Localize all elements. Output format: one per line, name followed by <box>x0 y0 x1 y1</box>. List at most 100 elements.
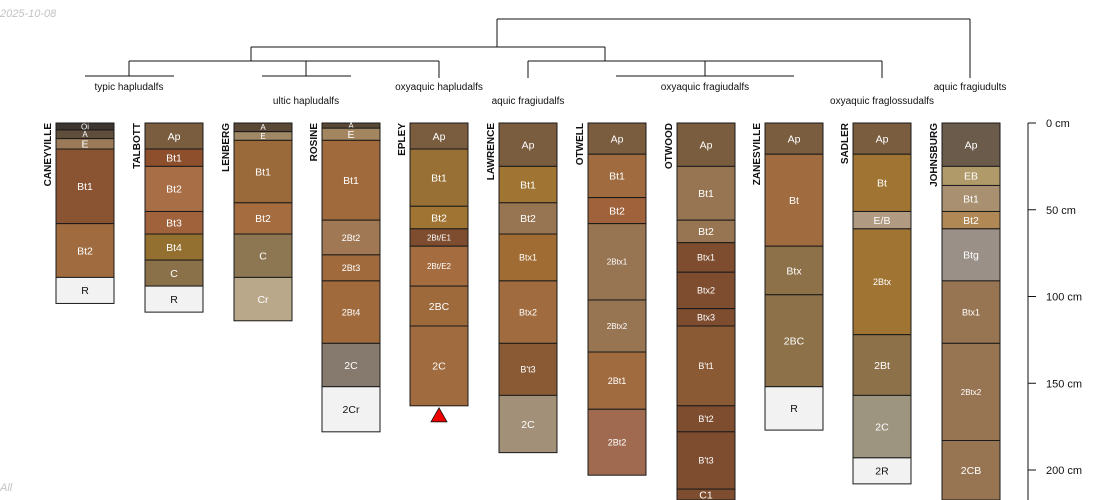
horizon-label: A <box>260 123 266 132</box>
date-stamp: 2025-10-08 <box>0 8 57 20</box>
horizon-label: Bt <box>789 195 799 207</box>
horizon-block <box>587 122 647 155</box>
horizon-block <box>321 139 381 221</box>
horizon-label: Bt2 <box>520 213 536 225</box>
horizon-otwood-btx2: Btx2 <box>676 271 736 310</box>
horizon-sadler-ap: Ap <box>852 122 912 155</box>
horizon-label: Btx2 <box>697 286 715 296</box>
horizon-rosine-e: E <box>321 127 381 141</box>
profile-otwood: Ap Bt1 Bt2 Btx1 Btx2 Btx3 B't1 B't2 B't3 C1 OTWOOD <box>664 122 736 500</box>
horizon-block <box>144 122 204 150</box>
horizon-epley-2bt-e1: 2Bt/E1 <box>409 228 469 247</box>
horizon-lenberg-bt2: Bt2 <box>233 202 293 235</box>
horizon-label: Bt <box>877 178 887 190</box>
depth-tick-label: 150 cm <box>1046 378 1082 390</box>
horizon-lenberg-e: E <box>233 131 293 141</box>
horizon-label: Ap <box>788 133 801 145</box>
horizon-label: EB <box>964 171 978 183</box>
horizon-label: 2C <box>344 360 358 372</box>
horizon-label: Bt2 <box>698 226 714 238</box>
horizon-rosine-2bt2: 2Bt2 <box>321 219 381 256</box>
horizon-label: Bt1 <box>77 181 93 193</box>
horizon-label: 2BC <box>429 301 450 313</box>
horizon-otwell-2bt2: 2Bt2 <box>587 408 647 476</box>
horizon-otwood-ap: Ap <box>676 122 736 167</box>
horizon-label: 2BC <box>784 336 805 348</box>
horizon-block <box>55 276 115 304</box>
dendrogram <box>85 18 971 78</box>
horizon-block <box>676 325 736 407</box>
horizon-block <box>852 334 912 396</box>
taxa-labels: typic hapludalfs ultic hapludalfs oxyaquic… <box>95 82 1007 107</box>
depth-limit-marker <box>430 406 448 423</box>
horizon-label: Oi <box>81 122 89 131</box>
horizon-talbott-bt3: Bt3 <box>144 210 204 235</box>
horizon-label: 2CB <box>961 465 981 477</box>
horizon-rosine-2bt4: 2Bt4 <box>321 280 381 344</box>
corner-note: All <box>0 482 13 494</box>
horizon-talbott-bt4: Bt4 <box>144 233 204 261</box>
horizon-lawrence-2c: 2C <box>498 394 558 454</box>
horizon-johnsburg-bt1: Bt1 <box>941 184 1001 212</box>
taxon-label-ultic: ultic hapludalfs <box>273 96 339 107</box>
horizon-block <box>321 386 381 433</box>
horizon-block <box>587 408 647 476</box>
horizon-block <box>409 325 469 407</box>
horizon-otwell-2btx1: 2Btx1 <box>587 223 647 301</box>
horizon-lenberg-bt1: Bt1 <box>233 139 293 204</box>
profile-name: EPLEY <box>397 123 408 156</box>
horizon-rosine-2cr: 2Cr <box>321 386 381 433</box>
horizon-talbott-ap: Ap <box>144 122 204 150</box>
horizon-label: B't3 <box>520 365 535 375</box>
horizon-zanesville-bt: Bt <box>764 153 824 247</box>
horizon-block <box>409 148 469 207</box>
horizon-lawrence-btx2: Btx2 <box>498 280 558 344</box>
horizon-talbott-bt1: Bt1 <box>144 148 204 167</box>
profile-name: SADLER <box>840 122 851 164</box>
horizon-block <box>852 153 912 212</box>
profile-otwell: Ap Bt1 Bt2 2Btx1 2Btx2 2Bt1 2Bt2 OTWELL <box>575 122 647 476</box>
horizon-block <box>321 280 381 344</box>
horizon-block <box>321 342 381 388</box>
horizon-block <box>498 202 558 235</box>
horizon-label: 2Btx1 <box>607 258 628 267</box>
horizon-talbott-c: C <box>144 259 204 287</box>
horizon-block <box>764 386 824 431</box>
horizon-block <box>676 242 736 273</box>
horizon-label: A <box>82 130 88 139</box>
taxon-label-oxyaquic_hap: oxyaquic hapludalfs <box>395 82 483 93</box>
horizon-label: Bt2 <box>255 213 271 225</box>
horizon-otwood-b-t1: B't1 <box>676 325 736 407</box>
horizon-block <box>498 233 558 282</box>
taxon-label-typic: typic hapludalfs <box>95 82 164 93</box>
horizon-caneyville-r: R <box>55 276 115 304</box>
horizon-label: Btx1 <box>962 307 980 317</box>
horizon-lenberg-cr: Cr <box>233 276 293 322</box>
horizon-block <box>676 122 736 167</box>
horizon-johnsburg-ap: Ap <box>941 122 1001 167</box>
taxon-label-aquic_frag: aquic fragiudalfs <box>492 96 565 107</box>
horizon-block <box>321 219 381 256</box>
horizon-label: C1 <box>699 489 713 500</box>
horizon-label: Bt1 <box>698 188 714 200</box>
profile-sadler: Ap Bt E/B 2Btx 2Bt 2C 2R SADLER <box>840 122 912 485</box>
horizon-sadler-bt: Bt <box>852 153 912 212</box>
depth-tick-label: 100 cm <box>1046 292 1082 304</box>
horizon-johnsburg-2cb: 2CB <box>941 440 1001 500</box>
horizon-block <box>498 165 558 204</box>
horizon-block <box>55 223 115 278</box>
horizon-rosine-2c: 2C <box>321 342 381 388</box>
horizon-otwood-btx3: Btx3 <box>676 308 736 327</box>
horizon-zanesville-r: R <box>764 386 824 431</box>
horizon-label: Btx3 <box>697 313 715 323</box>
horizon-block <box>852 394 912 459</box>
horizon-label: Ap <box>433 131 446 143</box>
profile-name: ROSINE <box>309 123 320 162</box>
horizon-block <box>233 233 293 278</box>
horizon-lawrence-btx1: Btx1 <box>498 233 558 282</box>
horizon-label: 2Bt3 <box>342 263 361 273</box>
horizon-johnsburg-bt2: Bt2 <box>941 210 1001 230</box>
horizon-block <box>587 153 647 199</box>
